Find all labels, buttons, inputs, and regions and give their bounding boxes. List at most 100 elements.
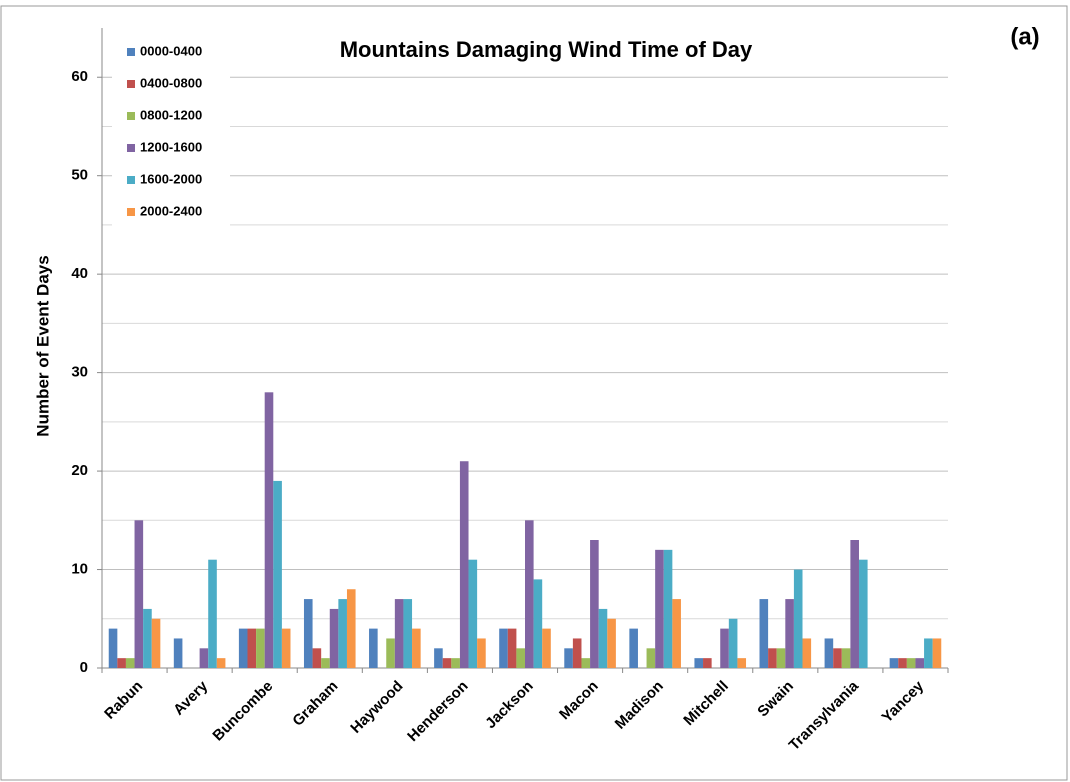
x-tick-label: Haywood (347, 678, 406, 737)
bar (216, 658, 226, 668)
bar (208, 559, 217, 668)
bar (108, 628, 118, 668)
bar (672, 599, 681, 668)
bar (542, 628, 551, 668)
bar (793, 569, 803, 668)
bar (199, 648, 209, 668)
bar (785, 599, 794, 668)
x-tick-label: Yancey (879, 677, 928, 726)
y-tick-label: 40 (71, 265, 88, 282)
chart-title: Mountains Damaging Wind Time of Day (340, 37, 753, 62)
legend-swatch (127, 80, 135, 88)
bar (646, 648, 656, 668)
bar (906, 658, 916, 668)
bar (247, 628, 257, 668)
bar (759, 599, 769, 668)
bar (403, 599, 413, 668)
legend-label: 0800-1200 (140, 107, 202, 122)
x-tick-label: Buncombe (209, 678, 276, 745)
bar (694, 658, 704, 668)
bar (321, 658, 330, 668)
panel-label: (a) (1010, 23, 1039, 50)
bar (143, 608, 152, 668)
bar (312, 648, 322, 668)
bar (663, 549, 673, 668)
bar (117, 658, 126, 668)
legend-bg (112, 38, 230, 226)
bar (468, 559, 478, 668)
bar (841, 648, 851, 668)
bar (238, 628, 248, 668)
x-tick-label: Henderson (404, 678, 471, 745)
bar (932, 638, 942, 668)
bar (655, 549, 664, 668)
legend-swatch (127, 48, 135, 56)
bar (564, 648, 573, 668)
bar (134, 520, 144, 668)
legend-label: 0400-0800 (140, 75, 202, 90)
legend-swatch (127, 208, 135, 216)
bar (264, 392, 274, 668)
bar (329, 608, 339, 668)
bar (477, 638, 486, 668)
bar (507, 628, 517, 668)
bar (525, 520, 534, 668)
bar (802, 638, 812, 668)
bar (898, 658, 907, 668)
bar (412, 628, 421, 668)
x-tick-label: Madison (612, 678, 667, 733)
y-tick-label: 0 (80, 659, 88, 676)
bar (850, 540, 859, 668)
x-tick-label: Transylvania (786, 677, 863, 754)
x-tick-label: Avery (170, 677, 212, 719)
bar (607, 618, 616, 668)
bar (598, 608, 608, 668)
x-tick-label: Rabun (101, 678, 146, 723)
bar (581, 658, 591, 668)
legend-swatch (127, 176, 135, 184)
bar (173, 638, 183, 668)
bar (915, 658, 925, 668)
y-tick-label: 60 (71, 68, 88, 85)
bar (629, 628, 638, 668)
bar (720, 628, 729, 668)
bar (394, 599, 404, 668)
bar (451, 658, 460, 668)
bar (151, 618, 161, 668)
bar (737, 658, 747, 668)
bar (369, 628, 378, 668)
y-tick-label: 20 (71, 462, 88, 479)
y-tick-label: 30 (71, 364, 88, 381)
legend-label: 2000-2400 (140, 203, 202, 218)
bar (590, 540, 599, 668)
bar (125, 658, 135, 668)
bar (516, 648, 525, 668)
y-tick-label: 10 (71, 561, 88, 578)
bar (572, 638, 582, 668)
bar (728, 618, 738, 668)
bar (281, 628, 291, 668)
bar (442, 658, 452, 668)
bar (386, 638, 395, 668)
bar (346, 589, 356, 668)
bar (858, 559, 868, 668)
bar (889, 658, 899, 668)
legend-label: 1200-1600 (140, 139, 202, 154)
bar (924, 638, 933, 668)
x-tick-label: Graham (289, 678, 341, 730)
bar (338, 599, 347, 668)
bar (833, 648, 842, 668)
x-tick-label: Mitchell (680, 678, 732, 730)
bar (499, 628, 508, 668)
y-tick-label: 50 (71, 167, 88, 184)
x-tick-label: Swain (754, 678, 797, 721)
bar (459, 461, 469, 668)
bar (703, 658, 712, 668)
bar (256, 628, 265, 668)
frame (0, 5, 1068, 781)
bar (768, 648, 777, 668)
bar (776, 648, 786, 668)
bar (303, 599, 313, 668)
legend-swatch (127, 144, 135, 152)
legend-label: 1600-2000 (140, 171, 202, 186)
